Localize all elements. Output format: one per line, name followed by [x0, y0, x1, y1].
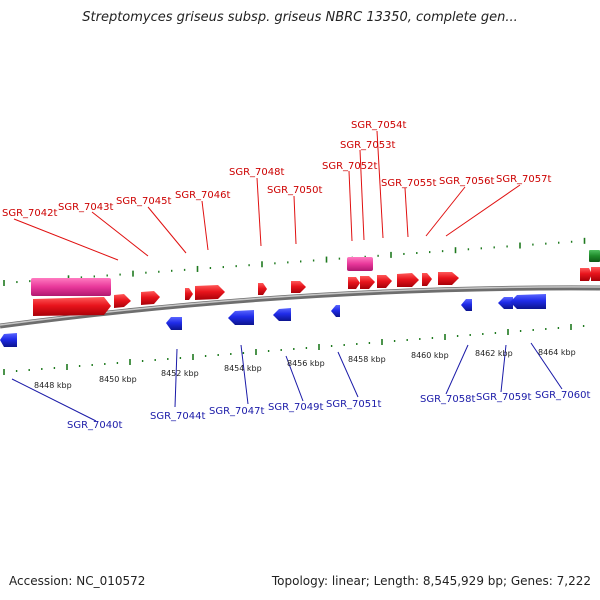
forward-gene[interactable]	[397, 273, 419, 287]
page-title: Streptomyces griseus subsp. griseus NBRC…	[82, 10, 518, 25]
forward-gene-label[interactable]: SGR_7057t	[496, 174, 551, 185]
scale-labels: 8448 kbp 8450 kbp 8452 kbp 8454 kbp 8456 kbp…	[34, 348, 576, 390]
reverse-gene-label[interactable]: SGR_7058t	[420, 394, 475, 405]
scale-label: 8462 kbp	[475, 349, 513, 358]
forward-gene-label[interactable]: SGR_7050t	[267, 185, 322, 196]
genome-summary-text: Topology: linear; Length: 8,545,929 bp; …	[271, 574, 591, 588]
other-feature[interactable]	[589, 250, 600, 262]
forward-gene-label[interactable]: SGR_7052t	[322, 161, 377, 172]
forward-gene[interactable]	[141, 291, 160, 305]
lower-tick-track	[3, 323, 585, 375]
forward-gene-label[interactable]: SGR_7046t	[175, 190, 230, 201]
forward-gene-label[interactable]: SGR_7054t	[351, 120, 406, 131]
forward-gene[interactable]	[348, 277, 360, 289]
forward-strand-genes	[33, 267, 600, 316]
label-leader-lines	[11, 130, 563, 422]
scale-label: 8458 kbp	[348, 355, 386, 364]
forward-gene-label[interactable]: SGR_7048t	[229, 167, 284, 178]
forward-gene-label[interactable]: SGR_7056t	[439, 176, 494, 187]
reverse-gene[interactable]	[510, 294, 546, 309]
forward-gene[interactable]	[114, 294, 131, 308]
forward-gene-label[interactable]: SGR_7043t	[58, 202, 113, 213]
forward-gene-label[interactable]: SGR_7045t	[116, 196, 171, 207]
reverse-strand-genes	[0, 294, 546, 347]
reverse-gene-label[interactable]: SGR_7047t	[209, 406, 264, 417]
forward-gene[interactable]	[258, 283, 267, 295]
forward-gene-label[interactable]: SGR_7042t	[2, 208, 57, 219]
reverse-gene-label[interactable]: SGR_7040t	[67, 420, 122, 431]
forward-gene[interactable]	[291, 281, 306, 293]
reverse-gene[interactable]	[228, 310, 254, 325]
scale-label: 8452 kbp	[161, 369, 199, 378]
forward-gene[interactable]	[360, 276, 375, 289]
upper-tick-track	[3, 237, 586, 286]
forward-gene[interactable]	[377, 275, 392, 288]
forward-gene[interactable]	[438, 272, 459, 285]
forward-gene-label[interactable]: SGR_7055t	[381, 178, 436, 189]
reverse-gene[interactable]	[498, 297, 513, 309]
scale-label: 8450 kbp	[99, 375, 137, 384]
reverse-gene[interactable]	[461, 299, 472, 311]
reverse-gene[interactable]	[331, 305, 340, 317]
reverse-gene[interactable]	[273, 308, 291, 321]
forward-gene[interactable]	[580, 268, 592, 281]
forward-gene-label[interactable]: SGR_7053t	[340, 140, 395, 151]
forward-gene[interactable]	[591, 267, 600, 281]
scale-label: 8464 kbp	[538, 348, 576, 357]
forward-gene[interactable]	[33, 297, 111, 316]
reverse-gene-label[interactable]: SGR_7060t	[535, 390, 590, 401]
reverse-gene-label[interactable]: SGR_7059t	[476, 392, 531, 403]
reverse-gene-label[interactable]: SGR_7051t	[326, 399, 381, 410]
reverse-gene[interactable]	[166, 317, 182, 330]
forward-gene[interactable]	[422, 273, 432, 286]
scale-label: 8448 kbp	[34, 381, 72, 390]
scale-label: 8460 kbp	[411, 351, 449, 360]
scale-label: 8456 kbp	[287, 359, 325, 368]
genome-backbone	[0, 285, 600, 329]
reverse-gene-label[interactable]: SGR_7044t	[150, 411, 205, 422]
forward-gene[interactable]	[185, 288, 193, 300]
rna-feature[interactable]	[347, 257, 373, 271]
scale-label: 8454 kbp	[224, 364, 262, 373]
accession-text: Accession: NC_010572	[9, 574, 146, 588]
forward-gene[interactable]	[195, 285, 225, 300]
reverse-gene[interactable]	[0, 333, 17, 347]
rna-feature[interactable]	[31, 278, 111, 296]
reverse-gene-label[interactable]: SGR_7049t	[268, 402, 323, 413]
